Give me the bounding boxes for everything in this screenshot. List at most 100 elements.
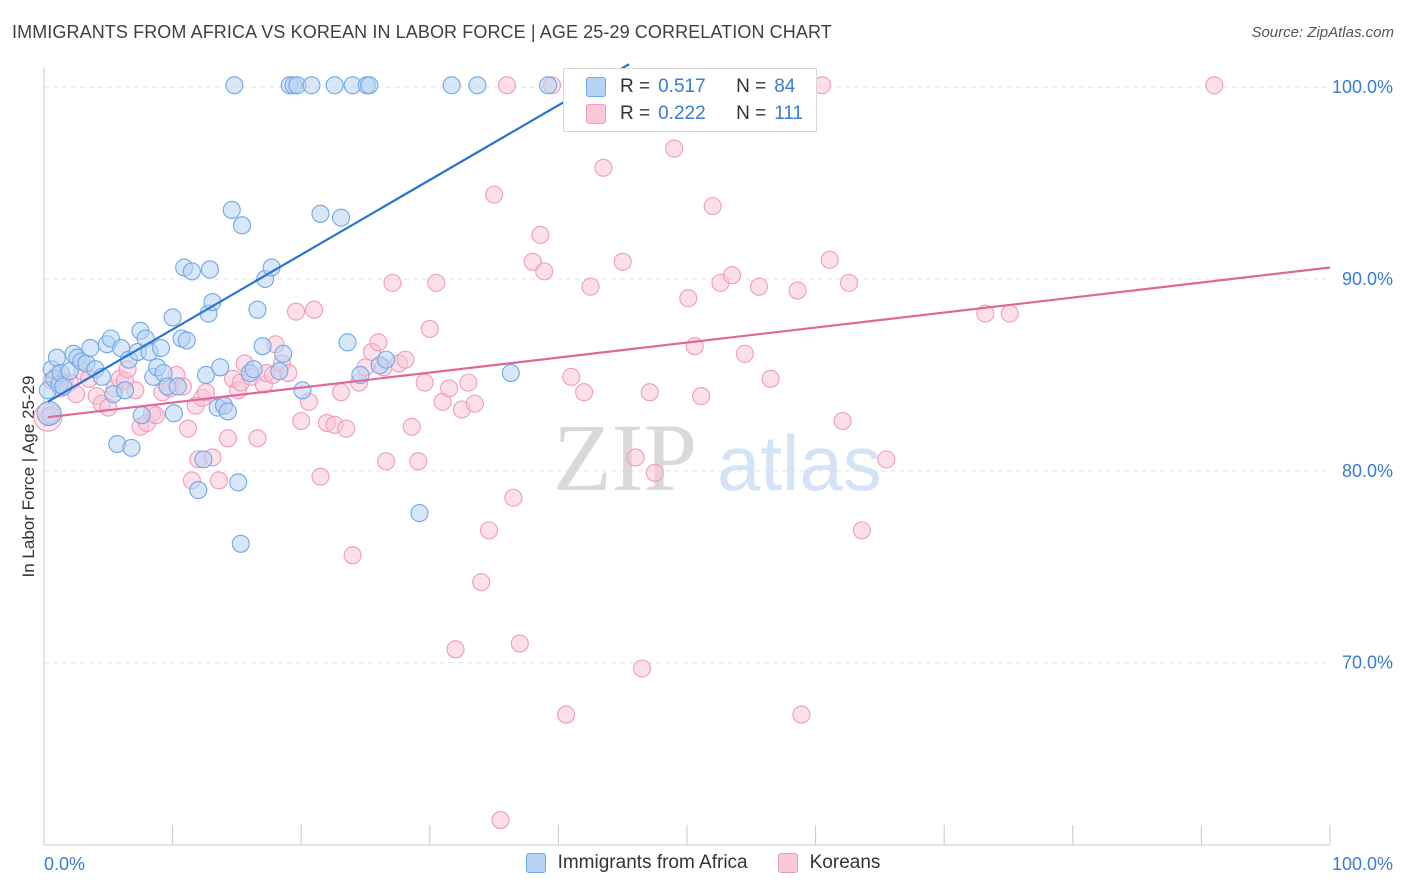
trend-line-africa	[47, 63, 630, 403]
data-point	[369, 333, 388, 352]
data-point	[645, 463, 664, 482]
series-koreans-points	[38, 76, 1224, 830]
legend-label-koreans: Koreans	[809, 852, 881, 873]
stats-legend: R = 0.517 N = 84 R = 0.222 N = 111	[563, 68, 817, 132]
data-point	[415, 373, 434, 392]
data-point	[60, 362, 79, 381]
data-point	[274, 344, 293, 363]
data-point	[222, 200, 241, 220]
data-point	[839, 273, 859, 292]
n-label: N =	[736, 76, 767, 97]
data-point	[287, 302, 306, 321]
data-point	[735, 344, 754, 363]
data-point	[427, 273, 446, 292]
data-point	[665, 139, 684, 158]
data-point	[168, 377, 187, 396]
data-point	[420, 319, 439, 338]
data-point	[218, 429, 237, 448]
data-point	[332, 383, 351, 402]
data-point	[122, 438, 141, 457]
data-point	[396, 350, 415, 369]
data-point	[640, 383, 659, 402]
data-point	[613, 252, 632, 271]
trend-line-koreans	[47, 266, 1331, 419]
series-legend: Immigrants from Africa Koreans	[0, 852, 1406, 874]
data-point	[311, 204, 330, 223]
source-label: Source: ZipAtlas.com	[1251, 24, 1394, 41]
x-tick-label-min: 0.0%	[44, 854, 85, 874]
y-tick-label: 100.0%	[1332, 77, 1393, 97]
data-point	[833, 411, 852, 431]
data-point	[472, 573, 491, 592]
data-point	[468, 76, 487, 95]
data-point	[575, 383, 594, 402]
watermark-zip: ZIP	[553, 404, 697, 511]
data-point	[446, 640, 465, 659]
legend-label-africa: Immigrants from Africa	[557, 852, 748, 873]
legend-swatch-africa	[525, 853, 546, 873]
data-point	[703, 197, 722, 216]
data-point	[820, 250, 839, 269]
data-point	[248, 300, 267, 319]
data-point	[877, 450, 896, 469]
data-point	[485, 185, 504, 204]
stats-legend-row-africa: R = 0.517 N = 84	[586, 74, 795, 100]
data-point	[177, 331, 196, 350]
data-point	[749, 277, 769, 296]
legend-swatch-koreans	[777, 853, 798, 873]
data-point	[338, 333, 357, 352]
watermark-atlas: atlas	[717, 419, 882, 507]
data-point	[115, 381, 135, 400]
data-point	[293, 381, 312, 400]
data-point	[504, 488, 523, 507]
n-label: N =	[736, 103, 767, 124]
data-point	[465, 394, 484, 413]
r-label: R =	[620, 76, 651, 97]
y-tick-label: 70.0%	[1342, 653, 1393, 673]
data-point	[539, 76, 558, 95]
data-point	[232, 216, 252, 235]
data-point	[292, 411, 311, 431]
data-point	[253, 337, 272, 356]
data-point	[581, 277, 600, 296]
data-point	[523, 252, 542, 271]
data-point	[440, 379, 459, 398]
data-point	[248, 429, 267, 448]
data-point	[409, 452, 428, 471]
data-point	[692, 387, 711, 406]
data-point	[377, 350, 396, 369]
data-point	[510, 634, 529, 653]
data-point	[182, 262, 201, 281]
data-point	[402, 417, 421, 436]
data-point	[189, 481, 208, 500]
data-point	[377, 452, 396, 471]
data-point	[178, 419, 198, 438]
n-value: 111	[774, 103, 804, 124]
y-tick-label: 80.0%	[1342, 461, 1393, 481]
data-point	[302, 76, 321, 95]
data-point	[1205, 76, 1224, 95]
data-point	[305, 300, 324, 319]
data-point	[360, 76, 379, 95]
data-point	[410, 504, 429, 523]
data-point	[270, 362, 289, 381]
data-point	[337, 419, 356, 438]
data-point	[497, 76, 517, 95]
data-point	[218, 402, 237, 421]
y-tick-label: 90.0%	[1342, 269, 1393, 289]
koreans-swatch	[586, 104, 606, 124]
data-point	[200, 260, 219, 279]
data-point	[209, 471, 228, 490]
data-point	[459, 373, 478, 392]
data-point	[557, 705, 576, 724]
legend-item-africa[interactable]: Immigrants from Africa	[525, 852, 748, 874]
legend-item-koreans[interactable]: Koreans	[777, 852, 881, 874]
data-point	[311, 467, 330, 486]
data-point	[225, 76, 244, 95]
stats-legend-row-koreans: R = 0.222 N = 111	[586, 101, 803, 127]
data-point	[852, 521, 871, 540]
r-value: 0.222	[658, 103, 706, 124]
data-point	[164, 404, 183, 423]
data-point	[194, 450, 213, 469]
